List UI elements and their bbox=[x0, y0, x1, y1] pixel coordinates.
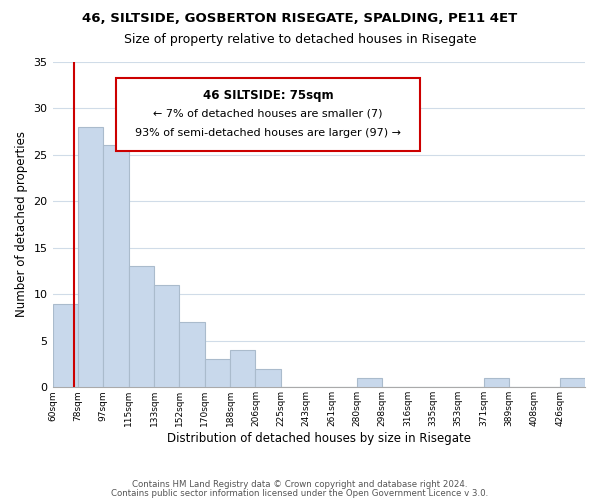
FancyBboxPatch shape bbox=[116, 78, 420, 151]
Bar bbox=[179, 322, 205, 388]
Bar bbox=[560, 378, 585, 388]
Text: ← 7% of detached houses are smaller (7): ← 7% of detached houses are smaller (7) bbox=[154, 108, 383, 118]
Text: 46, SILTSIDE, GOSBERTON RISEGATE, SPALDING, PE11 4ET: 46, SILTSIDE, GOSBERTON RISEGATE, SPALDI… bbox=[82, 12, 518, 26]
Bar bbox=[154, 285, 179, 388]
Text: Size of property relative to detached houses in Risegate: Size of property relative to detached ho… bbox=[124, 32, 476, 46]
Bar bbox=[53, 304, 78, 388]
Bar bbox=[357, 378, 382, 388]
Bar bbox=[230, 350, 256, 388]
Text: Contains HM Land Registry data © Crown copyright and database right 2024.: Contains HM Land Registry data © Crown c… bbox=[132, 480, 468, 489]
Bar bbox=[103, 146, 128, 388]
Text: 93% of semi-detached houses are larger (97) →: 93% of semi-detached houses are larger (… bbox=[135, 128, 401, 138]
Bar bbox=[78, 126, 103, 388]
Bar bbox=[484, 378, 509, 388]
Text: Contains public sector information licensed under the Open Government Licence v : Contains public sector information licen… bbox=[112, 489, 488, 498]
Bar bbox=[128, 266, 154, 388]
Bar bbox=[205, 360, 230, 388]
X-axis label: Distribution of detached houses by size in Risegate: Distribution of detached houses by size … bbox=[167, 432, 471, 445]
Text: 46 SILTSIDE: 75sqm: 46 SILTSIDE: 75sqm bbox=[203, 89, 334, 102]
Bar bbox=[256, 368, 281, 388]
Y-axis label: Number of detached properties: Number of detached properties bbox=[15, 132, 28, 318]
